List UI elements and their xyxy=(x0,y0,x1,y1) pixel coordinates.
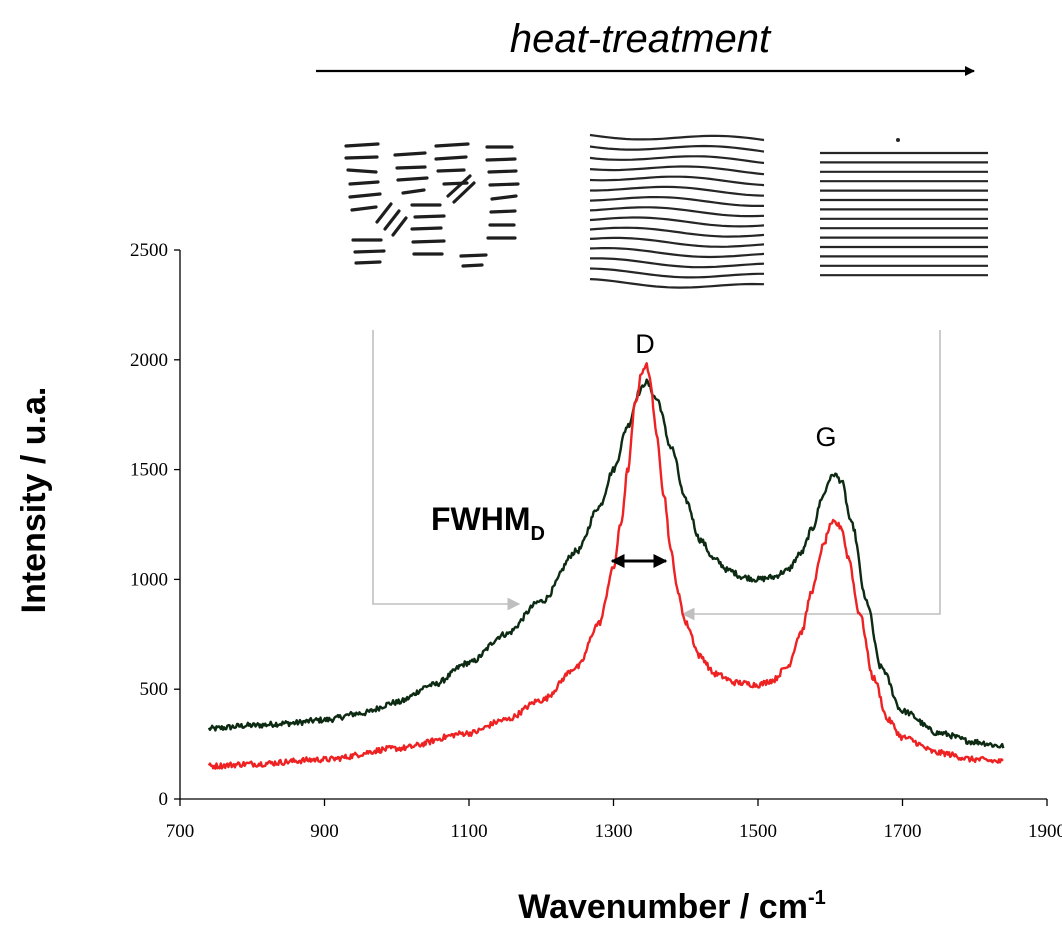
disordered-layer-segment xyxy=(350,205,378,212)
x-axis-title-superscript: -1 xyxy=(808,887,826,909)
x-tick-label: 700 xyxy=(166,821,195,842)
disordered-layer-segment xyxy=(436,168,466,173)
disordered-layer-segment xyxy=(395,165,427,170)
disordered-layer-segment xyxy=(461,263,484,268)
turbostratic-layer xyxy=(589,257,765,269)
disordered-layer-segment xyxy=(393,151,427,157)
x-tick-label: 1300 xyxy=(595,821,633,842)
graphitic-dot xyxy=(896,138,900,142)
turbostratic-layer xyxy=(589,206,765,218)
y-tick-label: 2500 xyxy=(130,240,168,261)
disordered-layer-segment xyxy=(485,157,517,162)
y-tick-label: 1500 xyxy=(130,460,168,481)
disordered-layer-segment xyxy=(434,142,470,148)
disordered-layer-segment xyxy=(346,168,378,174)
disordered-layer-segment xyxy=(354,260,382,265)
disordered-layer-segment xyxy=(344,142,380,148)
turbostratic-layer xyxy=(589,236,765,248)
disordered-layer-segment xyxy=(410,226,443,231)
disordered-layer-segment xyxy=(396,176,429,182)
x-tick-label: 900 xyxy=(310,821,339,842)
disordered-layer-segment xyxy=(490,194,518,201)
turbostratic-layer xyxy=(589,278,765,289)
disordered-layer-segment xyxy=(344,155,379,160)
disordered-layer-segment xyxy=(488,182,520,187)
disordered-layer-segment xyxy=(411,239,446,244)
fwhm-label: FWHMD xyxy=(431,501,545,545)
disordered-layer-segment xyxy=(401,188,426,195)
disordered-layer-segment xyxy=(413,214,446,219)
x-tick-label: 1100 xyxy=(450,821,487,842)
disordered-layer-segment xyxy=(489,209,517,214)
turbostratic-layer xyxy=(589,226,765,238)
disordered-layer-segment xyxy=(383,209,401,231)
disordered-layer-segment xyxy=(459,253,488,258)
y-tick-label: 1000 xyxy=(130,569,168,590)
y-axis: 0 500 1000 1500 2000 2500 xyxy=(130,240,181,810)
y-tick-label: 500 xyxy=(140,679,169,700)
y-axis-title: Intensity / u.a. xyxy=(15,387,53,614)
turbostratic-layer xyxy=(589,267,764,279)
connector-to-g-band xyxy=(681,330,941,621)
disordered-layer-segment xyxy=(446,174,472,198)
turbostratic-layer xyxy=(589,155,765,165)
x-tick-label: 1700 xyxy=(884,821,922,842)
turbostratic-layer xyxy=(589,196,764,207)
heat-treatment-label: heat-treatment xyxy=(510,17,772,61)
disordered-layer-segment xyxy=(348,192,382,199)
series-layer xyxy=(207,362,1005,770)
fwhm-subscript: D xyxy=(531,523,545,545)
turbostratic-layer xyxy=(589,165,765,176)
disordered-layer-segment xyxy=(487,169,518,174)
y-tick-label: 0 xyxy=(159,789,169,810)
x-axis-title: Wavenumber / cm-1 xyxy=(518,887,826,926)
connector-to-d-band xyxy=(372,330,521,611)
turbostratic-layer xyxy=(589,133,765,142)
peak-d-label: D xyxy=(635,329,655,359)
turbostratic-layer xyxy=(589,175,765,187)
turbostratic-layer xyxy=(589,247,765,259)
disordered-layer-segment xyxy=(391,216,408,237)
turbostratic-layer xyxy=(589,216,765,228)
x-tick-label: 1500 xyxy=(739,821,777,842)
disordered-layer-segment xyxy=(375,202,393,224)
graphitic-structure-schematic xyxy=(820,138,988,277)
series-line-2 xyxy=(207,362,1004,770)
x-axis: 700 900 1100 1300 1500 1700 1900 xyxy=(166,798,1062,842)
disordered-layer-segment xyxy=(348,180,380,186)
disordered-layer-segment xyxy=(434,155,468,161)
disordered-structure-schematic xyxy=(344,142,520,268)
turbostratic-layer xyxy=(589,144,765,153)
x-axis-title-main: Wavenumber / cm xyxy=(518,888,808,926)
x-tick-label: 1900 xyxy=(1028,821,1062,842)
y-tick-label: 2000 xyxy=(130,350,168,371)
turbostratic-layer xyxy=(590,185,765,197)
series-line-1 xyxy=(207,378,1005,749)
peak-g-label: G xyxy=(815,422,836,452)
fwhm-main-text: FWHM xyxy=(431,501,531,537)
disordered-layer-segment xyxy=(452,181,476,204)
turbostratic-structure-schematic xyxy=(589,133,765,289)
disordered-layer-segment xyxy=(353,249,386,254)
